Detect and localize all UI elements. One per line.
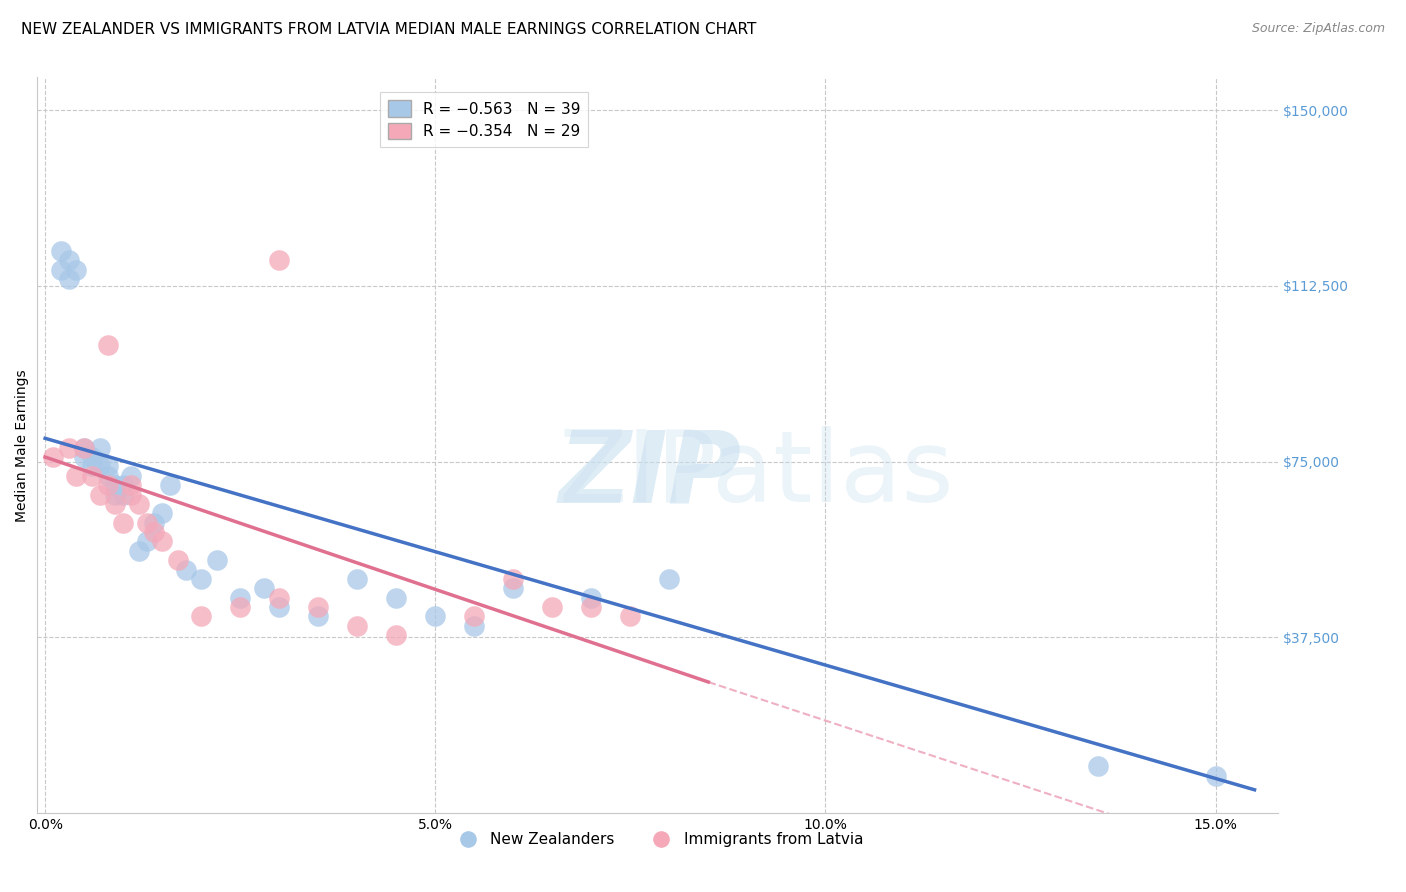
Point: [42, 450, 65, 464]
Point: [120, 468, 142, 483]
Point: [96, 459, 118, 474]
Point: [619, 609, 641, 624]
Point: [502, 572, 524, 586]
Point: [307, 600, 329, 615]
Point: [150, 534, 173, 549]
Point: [128, 543, 150, 558]
Text: ZIPatlas: ZIPatlas: [558, 426, 953, 524]
Point: [190, 609, 212, 624]
Point: [80, 459, 103, 474]
Point: [104, 487, 127, 501]
Point: [73, 441, 96, 455]
Point: [229, 591, 252, 605]
Point: [425, 609, 447, 624]
Point: [49, 244, 72, 258]
Text: Source: ZipAtlas.com: Source: ZipAtlas.com: [1251, 22, 1385, 36]
Point: [96, 478, 118, 492]
Point: [346, 619, 368, 633]
Point: [89, 487, 111, 501]
Point: [205, 553, 228, 567]
Point: [120, 478, 142, 492]
Text: ZIP: ZIP: [558, 426, 741, 524]
Point: [112, 516, 135, 530]
Point: [49, 262, 72, 277]
Point: [65, 262, 87, 277]
Point: [96, 468, 118, 483]
Point: [385, 591, 408, 605]
Point: [112, 487, 135, 501]
Point: [65, 468, 87, 483]
Point: [112, 478, 135, 492]
Point: [307, 609, 329, 624]
Point: [658, 572, 681, 586]
Point: [346, 572, 368, 586]
Y-axis label: Median Male Earnings: Median Male Earnings: [15, 369, 30, 522]
Point: [1205, 769, 1227, 783]
Point: [541, 600, 564, 615]
Point: [269, 600, 291, 615]
Point: [166, 553, 188, 567]
Point: [58, 272, 80, 286]
Point: [73, 441, 96, 455]
Point: [89, 441, 111, 455]
Point: [269, 591, 291, 605]
Point: [252, 582, 274, 596]
Point: [269, 253, 291, 268]
Point: [463, 609, 485, 624]
Point: [80, 468, 103, 483]
Point: [174, 562, 197, 576]
Point: [190, 572, 212, 586]
Point: [104, 478, 127, 492]
Point: [581, 591, 603, 605]
Point: [128, 497, 150, 511]
Text: NEW ZEALANDER VS IMMIGRANTS FROM LATVIA MEDIAN MALE EARNINGS CORRELATION CHART: NEW ZEALANDER VS IMMIGRANTS FROM LATVIA …: [21, 22, 756, 37]
Point: [1087, 759, 1109, 773]
Point: [73, 450, 96, 464]
Point: [135, 516, 157, 530]
Point: [135, 534, 157, 549]
Point: [120, 487, 142, 501]
Point: [104, 497, 127, 511]
Point: [96, 337, 118, 351]
Point: [502, 582, 524, 596]
Point: [58, 441, 80, 455]
Point: [159, 478, 181, 492]
Point: [58, 253, 80, 268]
Legend: New Zealanders, Immigrants from Latvia: New Zealanders, Immigrants from Latvia: [446, 826, 869, 854]
Point: [463, 619, 485, 633]
Point: [89, 459, 111, 474]
Point: [581, 600, 603, 615]
Point: [143, 524, 166, 539]
Point: [143, 516, 166, 530]
Point: [385, 628, 408, 642]
Point: [150, 506, 173, 520]
Point: [80, 450, 103, 464]
Point: [229, 600, 252, 615]
